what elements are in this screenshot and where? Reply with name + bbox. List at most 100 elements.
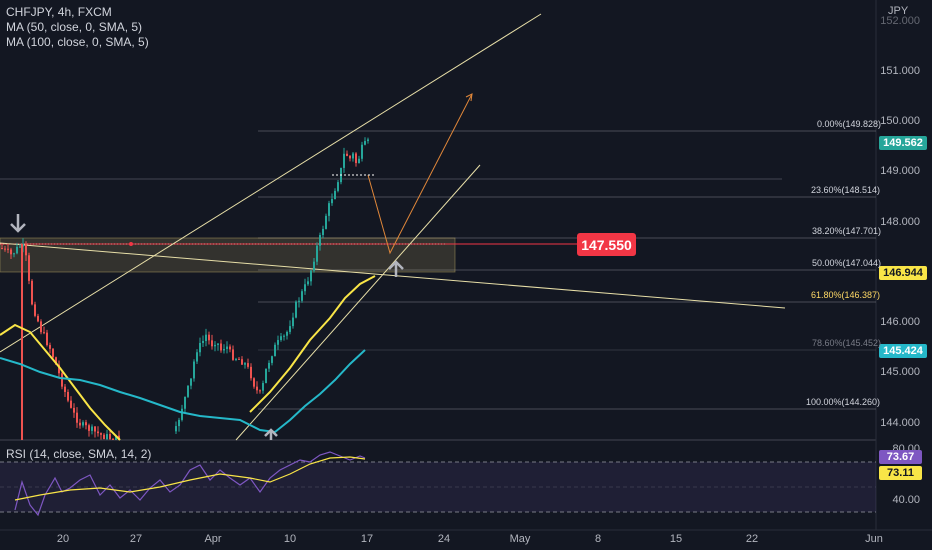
fib-label: 23.60%(148.514) (811, 185, 881, 195)
candle-body (328, 203, 330, 216)
candle-body (217, 343, 219, 345)
candle-body (13, 253, 15, 255)
candle-body (322, 228, 324, 235)
candle-body (349, 155, 351, 159)
candle-body (91, 426, 93, 431)
candle-body (115, 435, 117, 440)
candle-body (223, 349, 225, 351)
candle-body (58, 364, 60, 374)
fib-label: 61.80%(146.387) (811, 290, 881, 300)
rsi-legend[interactable]: RSI (14, close, SMA, 14, 2) (6, 447, 152, 461)
candle-body (208, 334, 210, 341)
candle-body (289, 326, 291, 332)
candle-body (211, 340, 213, 347)
candle-body (274, 344, 276, 357)
candle-body (67, 391, 69, 401)
rsi-value-tag: 73.67 (879, 450, 922, 464)
candle-body (346, 153, 348, 156)
candle-body (295, 301, 297, 318)
candle-body (82, 422, 84, 426)
ma50-legend[interactable]: MA (50, close, 0, SMA, 5) (6, 20, 143, 34)
candle-body (253, 378, 255, 387)
fib-label: 78.60%(145.452) (812, 338, 882, 348)
candle-body (343, 153, 345, 168)
candle-body (37, 315, 39, 322)
rsi-ma-value-tag: 73.11 (879, 466, 922, 480)
up-arrow-icon-small (264, 428, 278, 440)
symbol-title[interactable]: CHFJPY, 4h, FXCM (6, 5, 112, 19)
candle-body (4, 248, 6, 250)
currency-label: JPY (888, 5, 909, 17)
candle-body (214, 344, 216, 347)
candle-body (184, 396, 186, 409)
candle-body (21, 244, 23, 440)
candle-body (286, 331, 288, 336)
ma100-legend[interactable]: MA (100, close, 0, SMA, 5) (6, 35, 149, 49)
rsi-ma-line (14, 456, 366, 501)
candle-body (367, 139, 369, 142)
candle-body (34, 304, 36, 316)
candle-body (112, 438, 114, 440)
candle-body (256, 386, 258, 391)
candle-body (352, 153, 354, 159)
candle-body (70, 400, 72, 408)
candle-body (244, 363, 246, 365)
candle-body (361, 144, 363, 159)
candle-body (310, 270, 312, 282)
fib-label: 50.00%(147.044) (812, 258, 882, 268)
candle-body (97, 431, 99, 434)
y-tick: 149.000 (880, 165, 920, 177)
candle-body (193, 361, 195, 379)
fib-lines (258, 130, 876, 410)
candle-body (235, 358, 237, 360)
candle-body (31, 280, 33, 305)
current-price-tag: 149.562 (879, 136, 927, 150)
candle-body (268, 362, 270, 369)
candle-body (334, 190, 336, 200)
candle-body (280, 336, 282, 341)
x-tick: 20 (56, 533, 70, 545)
y-tick: 150.000 (880, 115, 920, 127)
up-arrow-icon (388, 260, 404, 277)
x-tick: Apr (204, 533, 222, 545)
candle-body (187, 385, 189, 397)
candle-body (220, 343, 222, 351)
candle-body (109, 434, 111, 439)
target-price-label[interactable]: 147.550 (577, 233, 636, 256)
candle-body (238, 358, 240, 360)
x-tick: 15 (669, 533, 683, 545)
candle-body (331, 199, 333, 204)
candle-body (49, 345, 51, 349)
candlestick-series (1, 137, 369, 440)
candle-body (88, 425, 90, 431)
candle-body (325, 215, 327, 229)
candle-body (250, 366, 252, 379)
candle-body (52, 348, 54, 358)
candle-body (190, 378, 192, 386)
candle-body (358, 158, 360, 164)
candle-body (61, 373, 63, 387)
candle-body (271, 356, 273, 363)
candle-body (76, 412, 78, 423)
x-tick: 22 (745, 533, 759, 545)
candle-body (1, 248, 3, 249)
candle-body (319, 234, 321, 246)
candle-body (298, 300, 300, 302)
candle-body (46, 332, 48, 346)
fib-label: 38.20%(147.701) (812, 226, 882, 236)
candle-body (79, 422, 81, 426)
candle-body (103, 434, 105, 440)
candle-body (55, 357, 57, 365)
candle-body (28, 255, 30, 281)
candle-body (262, 383, 264, 391)
x-tick: 10 (283, 533, 297, 545)
candle-body (265, 368, 267, 384)
candle-body (241, 359, 243, 365)
candle-body (175, 426, 177, 432)
fib-label: 100.00%(144.260) (806, 397, 881, 407)
y-tick: 146.000 (880, 316, 920, 328)
candle-body (25, 243, 27, 256)
y-tick: 145.000 (880, 366, 920, 378)
ma100-line (0, 349, 366, 434)
